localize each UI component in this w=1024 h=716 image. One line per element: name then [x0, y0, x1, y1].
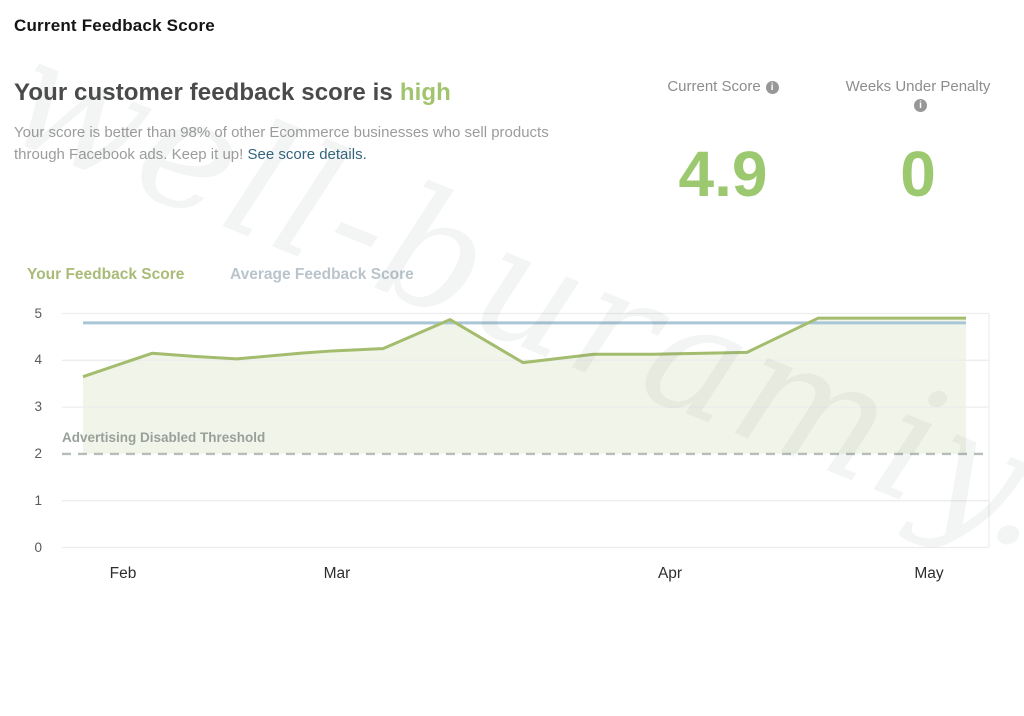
- info-icon[interactable]: i: [765, 80, 779, 94]
- threshold-label: Advertising Disabled Threshold: [62, 430, 266, 445]
- y-axis-tick: 0: [34, 539, 42, 555]
- x-axis-tick-feb: Feb: [109, 565, 137, 582]
- legend-average-feedback-score[interactable]: Average Feedback Score: [230, 266, 414, 283]
- your-score-line: [82, 316, 966, 379]
- info-icon[interactable]: i: [914, 98, 927, 112]
- weeks-penalty-label-row: Weeks Under Penalty i: [838, 78, 998, 114]
- weeks-under-penalty-stat: Weeks Under Penalty i 0: [838, 78, 998, 218]
- current-score-value: 4.9: [678, 138, 768, 210]
- y-axis-tick: 5: [34, 305, 42, 321]
- score-area-fill: [83, 318, 966, 454]
- see-score-details-link[interactable]: See score details.: [247, 145, 367, 163]
- x-axis-tick-may: May: [914, 565, 944, 582]
- y-axis-tick: 2: [34, 445, 42, 461]
- legend-your-feedback-score[interactable]: Your Feedback Score: [27, 266, 185, 283]
- current-score-stat: Current Score i 4.9: [638, 78, 808, 218]
- current-score-label: Current Score: [667, 78, 761, 95]
- x-axis-tick-mar: Mar: [323, 565, 351, 582]
- chart-canvas: [62, 312, 990, 549]
- score-description: Your score is better than 98% of other E…: [14, 122, 589, 165]
- y-axis-tick: 3: [34, 399, 42, 415]
- x-axis-tick-apr: Apr: [657, 565, 683, 582]
- feedback-score-chart: Advertising Disabled Threshold 5 4 3 2 1 0 Feb…: [0, 290, 1024, 600]
- weeks-penalty-value: 0: [900, 138, 936, 210]
- weeks-penalty-label: Weeks Under Penalty: [845, 78, 991, 95]
- current-score-label-row: Current Score i: [638, 78, 808, 96]
- y-axis-tick: 4: [34, 352, 42, 368]
- y-axis-tick: 1: [34, 492, 42, 508]
- score-status-high: high: [399, 79, 451, 106]
- feedback-score-headline: Your customer feedback score is high: [14, 79, 451, 107]
- description-text: Your score is better than 98% of other E…: [14, 124, 549, 163]
- headline-text: Your customer feedback score is: [14, 79, 393, 106]
- page-title: Current Feedback Score: [14, 16, 215, 35]
